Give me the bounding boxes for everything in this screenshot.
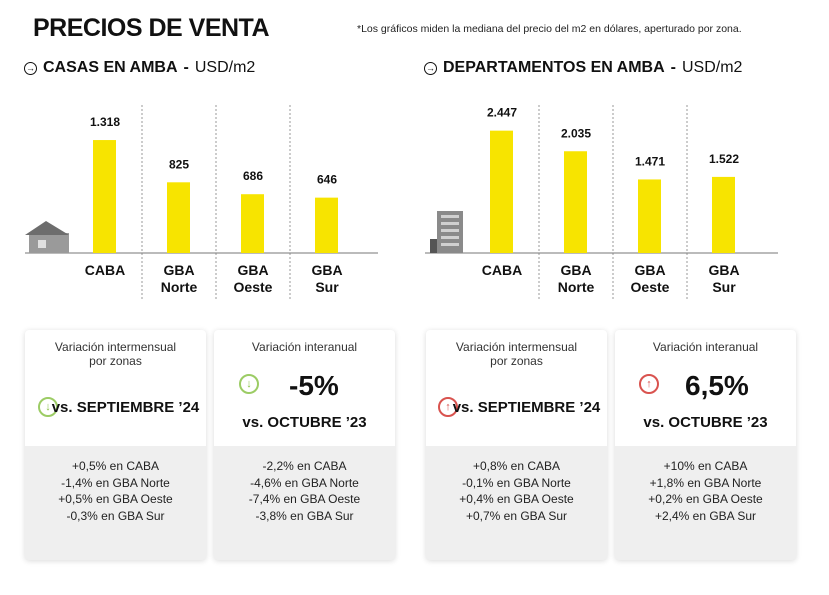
category-label: GBA: [560, 262, 591, 278]
category-label: Sur: [315, 279, 339, 295]
list-item: +10% en CABA: [663, 459, 748, 473]
card-label: Variación interanual: [652, 340, 759, 354]
list-item: -4,6% en GBA Norte: [250, 475, 359, 490]
arrow-down-circle-icon: ↓: [239, 374, 259, 394]
list-item: -7,4% en GBA Oeste: [248, 492, 361, 506]
bar: [564, 151, 587, 253]
card-list: +10% en CABA +1,8% en GBA Norte +0,2% en…: [615, 446, 796, 524]
bar: [712, 176, 735, 253]
chart-departamentos: 2.447CABA2.035GBANorte1.471GBAOeste1.522…: [425, 105, 778, 300]
data-label: 1.471: [635, 154, 665, 168]
card-list: +0,5% en CABA -1,4% en GBA Norte +0,5% e…: [25, 446, 206, 524]
card-vs: vs. SEPTIEMBRE ’24: [452, 399, 601, 416]
category-label: GBA: [163, 262, 194, 278]
house-icon: [25, 221, 69, 253]
bar: [167, 182, 190, 253]
category-label: GBA: [708, 262, 739, 278]
list-item: +0,4% en GBA Oeste: [459, 492, 574, 506]
category-label: Norte: [558, 279, 595, 295]
card-value: 6,5%: [685, 370, 749, 401]
section-unit: USD/m2: [681, 59, 743, 76]
arrow-down-circle-icon: ↓: [38, 397, 58, 417]
arrow-right-circle-icon: →: [24, 61, 37, 75]
building-icon: [430, 211, 463, 253]
category-label: Oeste: [234, 279, 273, 295]
card-intermensual-departamentos: Variación intermensual por zonas ↑ vs. S…: [426, 330, 607, 560]
building-window: [441, 236, 459, 239]
category-label: Norte: [161, 279, 198, 295]
arrow-right-circle-icon: →: [424, 61, 437, 75]
category-label: CABA: [85, 262, 125, 278]
footnote: *Los gráficos miden la mediana del preci…: [357, 23, 742, 35]
data-label: 2.035: [561, 126, 591, 140]
list-item: +2,4% en GBA Sur: [654, 508, 757, 523]
bar: [241, 194, 264, 253]
list-item: +0,2% en GBA Oeste: [648, 492, 763, 506]
bar: [93, 140, 116, 253]
category-label: GBA: [237, 262, 268, 278]
section-title: CASAS EN AMBA: [43, 59, 178, 76]
card-vs: vs. SEPTIEMBRE ’24: [51, 399, 200, 416]
list-item: +0,5% en CABA: [71, 459, 160, 473]
building-window: [441, 229, 459, 232]
card-label: Variación intermensual por zonas: [455, 340, 578, 368]
page-title: PRECIOS DE VENTA: [33, 14, 270, 42]
card-interanual-casas: Variación interanual ↓ -5% vs. OCTUBRE ’…: [214, 330, 395, 560]
bar: [315, 197, 338, 253]
building-window: [441, 222, 459, 225]
card-list: -2,2% en CABA -4,6% en GBA Norte -7,4% e…: [214, 446, 395, 524]
bar: [638, 179, 661, 253]
house-roof: [25, 221, 69, 235]
card-intermensual-casas: Variación intermensual por zonas ↓ vs. S…: [25, 330, 206, 560]
list-item: +0,5% en GBA Oeste: [58, 492, 173, 506]
data-label: 2.447: [487, 106, 517, 120]
card-value: -5%: [289, 370, 339, 401]
separator: -: [670, 59, 676, 76]
category-label: Sur: [712, 279, 736, 295]
building-annex: [430, 239, 437, 253]
list-item: +1,8% en GBA Norte: [649, 475, 762, 490]
list-item: +0,8% en CABA: [472, 459, 561, 473]
card-list: +0,8% en CABA -0,1% en GBA Norte +0,4% e…: [426, 446, 607, 524]
house-window: [38, 240, 46, 248]
arrow-up-circle-icon: ↑: [639, 374, 659, 394]
category-label: GBA: [311, 262, 342, 278]
building-window: [441, 215, 459, 218]
section-title: DEPARTAMENTOS EN AMBA: [443, 59, 665, 76]
data-label: 1.318: [90, 115, 120, 129]
data-label: 686: [243, 169, 263, 183]
data-label: 1.522: [709, 152, 739, 166]
separator: -: [183, 59, 189, 76]
category-label: CABA: [482, 262, 522, 278]
list-item: -2,2% en CABA: [262, 459, 347, 473]
card-label: Variación interanual: [251, 340, 358, 354]
data-label: 646: [317, 173, 337, 187]
list-item: +0,7% en GBA Sur: [465, 508, 568, 523]
arrow-up-circle-icon: ↑: [438, 397, 458, 417]
card-vs: vs. OCTUBRE ’23: [242, 414, 367, 431]
section-casas: → CASAS EN AMBA - USD/m2: [24, 59, 255, 77]
house-body: [29, 233, 69, 253]
list-item: -3,8% en GBA Sur: [255, 508, 354, 523]
category-label: GBA: [634, 262, 665, 278]
card-interanual-departamentos: Variación interanual ↑ 6,5% vs. OCTUBRE …: [615, 330, 796, 560]
category-label: Oeste: [631, 279, 670, 295]
section-departamentos: → DEPARTAMENTOS EN AMBA - USD/m2: [424, 59, 742, 77]
building-window: [441, 243, 459, 246]
list-item: -1,4% en GBA Norte: [61, 475, 170, 490]
card-vs: vs. OCTUBRE ’23: [643, 414, 768, 431]
list-item: -0,3% en GBA Sur: [66, 508, 165, 523]
section-unit: USD/m2: [194, 59, 256, 76]
bar: [490, 130, 513, 253]
card-label: Variación intermensual por zonas: [54, 340, 177, 368]
list-item: -0,1% en GBA Norte: [462, 475, 571, 490]
data-label: 825: [169, 157, 189, 171]
